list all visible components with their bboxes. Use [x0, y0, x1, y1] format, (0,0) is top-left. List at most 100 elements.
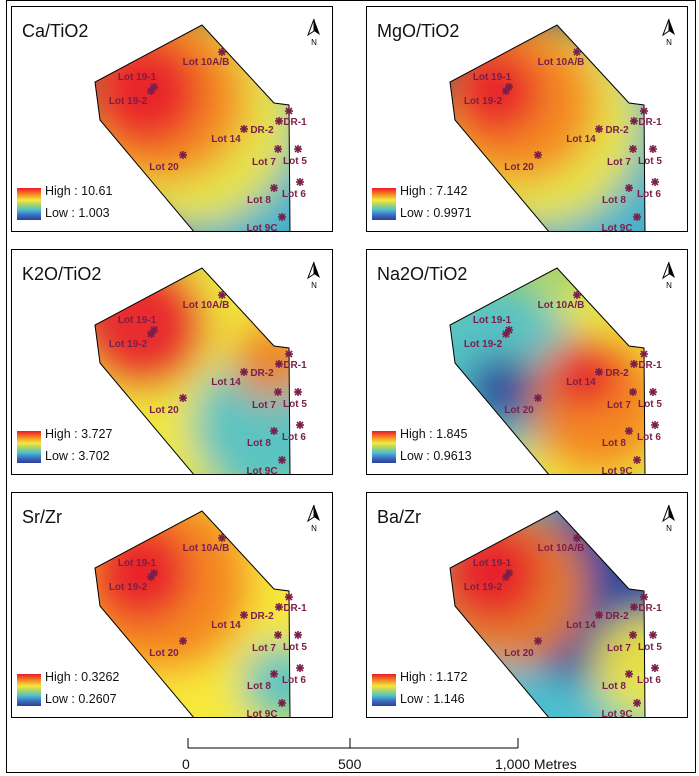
- sample-marker-icon: [651, 421, 659, 429]
- sample-label: Lot 20: [504, 162, 534, 173]
- sample-marker-icon: [285, 350, 293, 358]
- sample-label: Lot 8: [602, 681, 626, 692]
- north-arrow-icon: N: [661, 504, 675, 533]
- sample-marker-icon: [296, 664, 304, 672]
- sample-label: Lot 19-1: [473, 72, 512, 83]
- map-frame: Lot 10A/B Lot 19-1 Lot 19-2 DR-1 DR-2 Lot 14 L…: [6, 0, 696, 773]
- sample-label: DR-2: [605, 125, 629, 136]
- sample-label: Lot 5: [638, 642, 662, 653]
- legend-high: High : 3.727: [45, 427, 113, 441]
- sample-marker-icon: [275, 603, 283, 611]
- sample-marker-icon: [274, 631, 282, 639]
- sample-marker-icon: [240, 125, 248, 133]
- sample-marker-icon: [274, 388, 282, 396]
- panel-title: Sr/Zr: [22, 507, 62, 527]
- sample-label: Lot 9C: [246, 709, 277, 718]
- sample-marker-icon: [625, 184, 633, 192]
- sample-label: Lot 14: [211, 620, 241, 631]
- sample-marker-icon: [625, 427, 633, 435]
- sample-marker-icon: [633, 213, 641, 221]
- sample-label: Lot 19-1: [118, 72, 157, 83]
- sample-label: DR-1: [283, 603, 307, 614]
- sample-label: Lot 9C: [246, 223, 277, 232]
- panel-k2o-tio2: Lot 10A/B Lot 19-1 Lot 19-2 DR-1 DR-2 Lot 14 L…: [11, 249, 333, 475]
- sample-label: Lot 19-2: [464, 582, 503, 593]
- sample-marker-icon: [240, 611, 248, 619]
- sample-label: DR-2: [250, 125, 274, 136]
- sample-label: Lot 20: [149, 162, 179, 173]
- sample-marker-icon: [278, 213, 286, 221]
- sample-label: Lot 14: [566, 377, 596, 388]
- sample-marker-icon: [296, 178, 304, 186]
- sample-label: Lot 5: [283, 642, 307, 653]
- sample-marker-icon: [179, 151, 187, 159]
- legend-low: Low : 1.146: [400, 692, 465, 706]
- site-boundary: [94, 510, 291, 717]
- interpolation-map: Lot 10A/B Lot 19-1 Lot 19-2 DR-1 DR-2 Lot 14 L…: [94, 267, 307, 475]
- sample-label: Lot 8: [247, 438, 271, 449]
- sample-label: Lot 8: [602, 195, 626, 206]
- sample-marker-icon: [296, 421, 304, 429]
- sample-label: Lot 7: [607, 643, 631, 654]
- panel-title: Na2O/TiO2: [377, 264, 468, 284]
- sample-marker-icon: [270, 670, 278, 678]
- sample-marker-icon: [278, 699, 286, 707]
- sample-marker-icon: [502, 573, 510, 581]
- sample-marker-icon: [179, 637, 187, 645]
- sample-label: Lot 6: [282, 675, 306, 686]
- sample-label: Lot 7: [252, 643, 276, 654]
- sample-marker-icon: [240, 368, 248, 376]
- sample-marker-icon: [270, 184, 278, 192]
- sample-label: Lot 19-1: [118, 558, 157, 569]
- sample-label: Lot 7: [607, 157, 631, 168]
- interpolation-map: Lot 10A/B Lot 19-1 Lot 19-2 DR-1 DR-2 Lot 14 L…: [449, 267, 662, 474]
- sample-marker-icon: [573, 291, 581, 299]
- north-arrow-icon: N: [661, 18, 675, 47]
- sample-marker-icon: [147, 330, 155, 338]
- sample-label: Lot 5: [638, 156, 662, 167]
- sample-marker-icon: [147, 87, 155, 95]
- sample-marker-icon: [573, 534, 581, 542]
- site-boundary: [449, 510, 646, 717]
- sample-marker-icon: [218, 534, 226, 542]
- sample-label: Lot 10A/B: [183, 300, 230, 311]
- sample-label: Lot 10A/B: [538, 543, 585, 554]
- sample-marker-icon: [630, 117, 638, 125]
- sample-label: Lot 9C: [246, 466, 277, 475]
- north-label: N: [666, 524, 672, 533]
- sample-label: Lot 19-2: [109, 582, 148, 593]
- site-boundary: [94, 267, 291, 474]
- sample-label: Lot 9C: [601, 709, 632, 718]
- north-label: N: [666, 281, 672, 290]
- legend-color-ramp: [17, 674, 41, 706]
- sample-marker-icon: [640, 107, 648, 115]
- sample-marker-icon: [294, 388, 302, 396]
- sample-label: Lot 7: [252, 400, 276, 411]
- north-arrow-icon: N: [306, 18, 320, 47]
- legend-low: Low : 3.702: [45, 449, 110, 463]
- sample-marker-icon: [294, 145, 302, 153]
- sample-marker-icon: [218, 291, 226, 299]
- sample-label: Lot 14: [566, 134, 596, 145]
- sample-label: Lot 6: [282, 432, 306, 443]
- legend-high: High : 7.142: [400, 184, 468, 198]
- legend-high: High : 1.845: [400, 427, 468, 441]
- sample-marker-icon: [649, 631, 657, 639]
- panel-title: MgO/TiO2: [377, 21, 460, 41]
- sample-label: Lot 5: [283, 399, 307, 410]
- north-label: N: [311, 524, 317, 533]
- sample-label: Lot 10A/B: [538, 300, 585, 311]
- panel-ba-zr: Lot 10A/B Lot 19-1 Lot 19-2 DR-1 DR-2 Lot 14 L…: [366, 492, 688, 718]
- legend-color-ramp: [17, 188, 41, 220]
- legend-low: Low : 1.003: [45, 206, 110, 220]
- sample-label: Lot 14: [211, 134, 241, 145]
- panel-title: K2O/TiO2: [22, 264, 102, 284]
- sample-marker-icon: [275, 360, 283, 368]
- panel-ca-tio2: Lot 10A/B Lot 19-1 Lot 19-2 DR-1 DR-2 Lot 14 L…: [11, 6, 333, 232]
- sample-marker-icon: [651, 664, 659, 672]
- sample-marker-icon: [218, 48, 226, 56]
- sample-label: Lot 7: [607, 400, 631, 411]
- interpolation-map: Lot 10A/B Lot 19-1 Lot 19-2 DR-1 DR-2 Lot 14 L…: [449, 510, 662, 718]
- sample-label: Lot 5: [283, 156, 307, 167]
- sample-marker-icon: [630, 360, 638, 368]
